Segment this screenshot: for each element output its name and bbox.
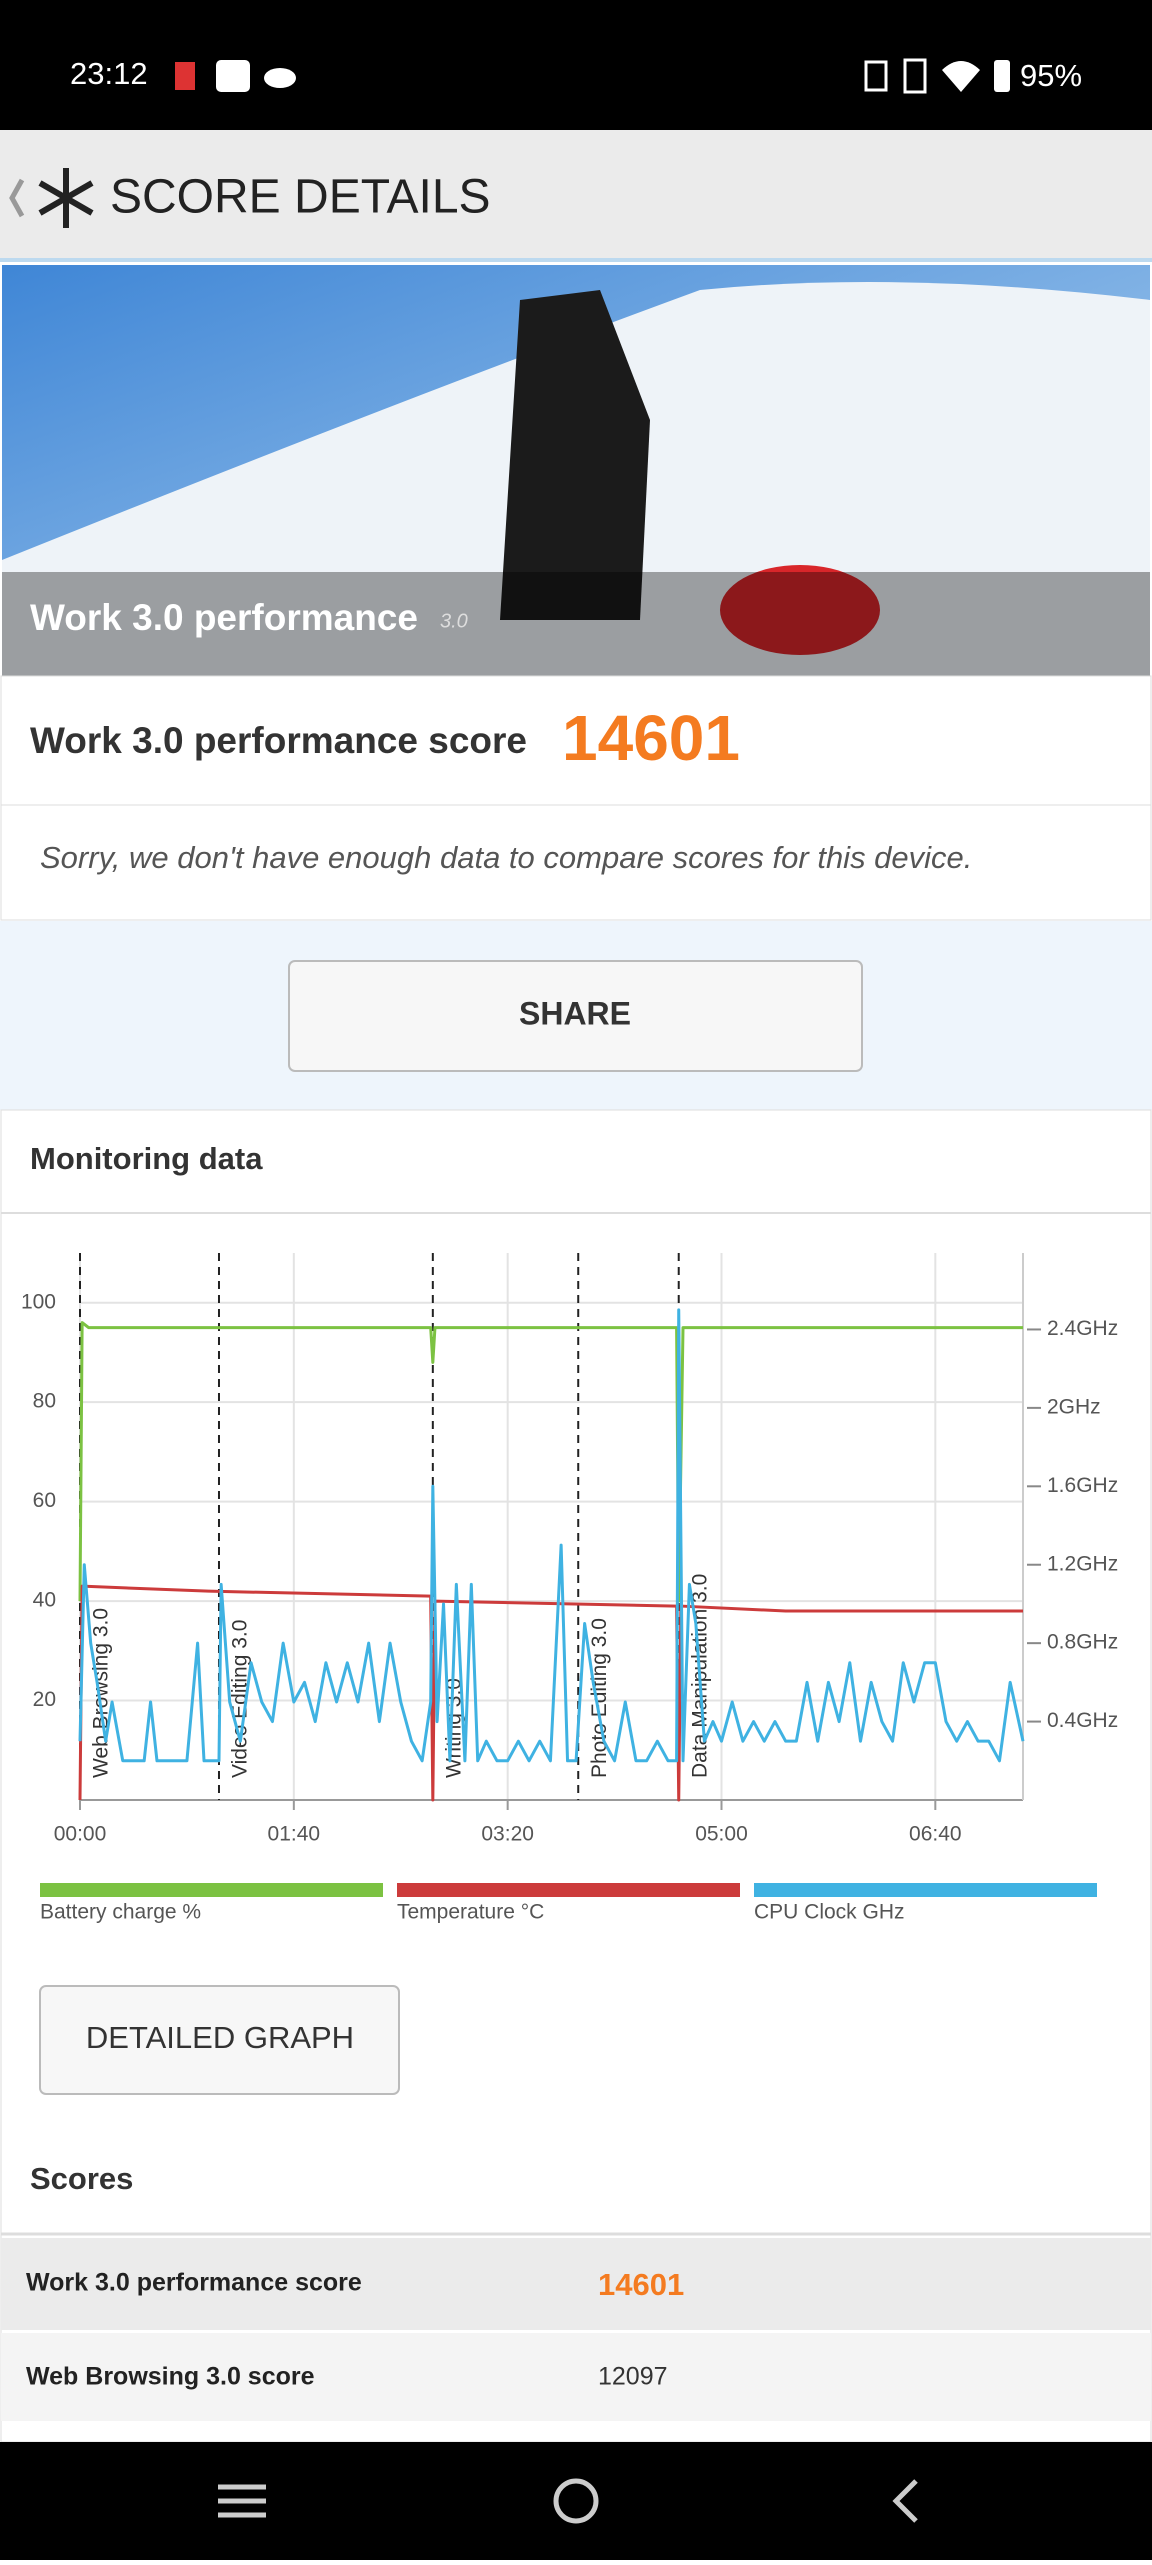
app-logo (38, 168, 94, 228)
legend-swatch (754, 1883, 1097, 1897)
message: Sorry, we don't have enough data to comp… (40, 840, 972, 875)
clock: 23:12 (70, 56, 148, 91)
page-title: SCORE DETAILS (110, 171, 491, 224)
y-tick-label: 80 (33, 1390, 56, 1413)
home-button[interactable] (553, 2478, 599, 2524)
legend-swatch (397, 1883, 740, 1897)
test-marker-label: Photo Editing 3.0 (588, 1618, 611, 1778)
battery-level: 95% (1020, 58, 1082, 93)
back-button[interactable] (9, 178, 25, 218)
battery-icon (994, 60, 1010, 92)
recents-button[interactable] (218, 2484, 266, 2518)
notif-icon (175, 62, 195, 90)
row-label: Work 3.0 performance score (26, 2269, 362, 2297)
vibrate-icon (903, 58, 927, 94)
legend-label: Temperature °C (397, 1901, 544, 1924)
y-tick-label: 100 (21, 1290, 56, 1313)
chart: 20 40 60 80 100 00:00 01:40 03:20 05:00 06:40 0.4G… (21, 1253, 1118, 1924)
test-marker-label: Video Editing 3.0 (229, 1620, 252, 1778)
share-label: SHARE (519, 995, 631, 1031)
score-value: 14601 (562, 702, 740, 774)
y2-tick-label: 2GHz (1047, 1395, 1101, 1418)
hero-overlay (2, 572, 1150, 676)
app-header (0, 130, 1152, 262)
y-tick-label: 20 (33, 1688, 56, 1711)
legend-label: CPU Clock GHz (754, 1901, 905, 1924)
share-button[interactable] (288, 960, 863, 1072)
notif-icon (216, 60, 250, 92)
wifi-icon (942, 61, 980, 92)
y2-tick-label: 1.2GHz (1047, 1552, 1118, 1575)
score-table-row (1, 2333, 1151, 2421)
score-label: Work 3.0 performance score (30, 720, 527, 761)
row-value: 12097 (598, 2363, 668, 2391)
x-tick-label: 05:00 (695, 1823, 748, 1846)
monitoring-card (0, 1109, 1152, 2443)
detailed-graph-button[interactable] (39, 1985, 400, 2095)
monitoring-title: Monitoring data (30, 1141, 263, 1176)
row-label: Web Browsing 3.0 score (26, 2363, 315, 2391)
score-table-row (1, 2238, 1151, 2330)
y2-tick-label: 0.4GHz (1047, 1709, 1118, 1732)
message-row (0, 804, 1152, 921)
skier (500, 290, 650, 620)
score-row (0, 675, 1152, 806)
y2-tick-label: 1.6GHz (1047, 1474, 1118, 1497)
row-value: 14601 (598, 2267, 684, 2302)
divider (0, 258, 1152, 262)
x-tick-label: 03:20 (481, 1823, 534, 1846)
test-marker-label: Web Browsing 3.0 (90, 1608, 113, 1778)
y2-tick-label: 0.8GHz (1047, 1631, 1118, 1654)
hero-version: 3.0 (440, 610, 468, 632)
x-tick-label: 06:40 (909, 1823, 962, 1846)
legend-swatch (40, 1883, 383, 1897)
x-tick-label: 00:00 (54, 1823, 107, 1846)
status-bar (0, 0, 1152, 130)
hero-title: Work 3.0 performance (30, 597, 418, 638)
nav-bar (0, 2442, 1152, 2560)
legend-label: Battery charge % (40, 1901, 201, 1924)
series-line (78, 1308, 1025, 1763)
sled (720, 565, 880, 655)
scores-title: Scores (30, 2161, 133, 2196)
back-nav-button[interactable] (892, 2479, 918, 2523)
detailed-graph-label: DETAILED GRAPH (86, 2020, 354, 2055)
nfc-icon (864, 60, 888, 92)
y2-tick-label: 2.4GHz (1047, 1317, 1118, 1340)
y-tick-label: 40 (33, 1589, 56, 1612)
x-tick-label: 01:40 (268, 1823, 321, 1846)
cloud-icon (264, 68, 296, 88)
y-tick-label: 60 (33, 1489, 56, 1512)
